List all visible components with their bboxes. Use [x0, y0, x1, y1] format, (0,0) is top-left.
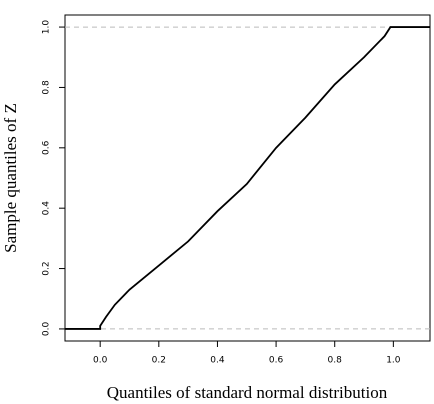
x-tick-label: 1.0: [386, 356, 401, 366]
data-line: [65, 26, 430, 330]
y-tick-label: 1.0: [42, 20, 52, 35]
x-tick-label: 0.2: [152, 356, 166, 366]
x-tick-label: 0.4: [210, 356, 225, 366]
x-tick-label: 0.6: [269, 356, 284, 366]
y-tick-label: 0.6: [42, 140, 52, 155]
y-tick-label: 0.4: [42, 201, 52, 216]
y-axis-label: Sample quantiles of Z: [1, 103, 20, 253]
x-axis-label: Quantiles of standard normal distributio…: [107, 383, 388, 402]
y-tick-label: 0.0: [42, 322, 52, 337]
x-tick-label: 0.8: [328, 356, 343, 366]
y-tick-label: 0.8: [42, 80, 52, 95]
y-tick-label: 0.2: [42, 261, 52, 275]
x-tick-label: 0.0: [93, 356, 108, 366]
plot-box: [64, 14, 431, 342]
